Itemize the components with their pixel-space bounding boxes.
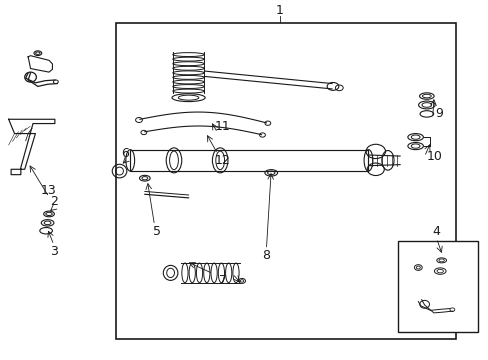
Text: 11: 11 bbox=[214, 120, 230, 133]
Bar bbox=[116, 23, 455, 339]
Text: 3: 3 bbox=[50, 245, 58, 258]
Text: 8: 8 bbox=[262, 248, 270, 261]
Text: 5: 5 bbox=[153, 225, 161, 238]
Text: 4: 4 bbox=[432, 225, 440, 238]
Text: 13: 13 bbox=[41, 184, 57, 197]
Text: 1: 1 bbox=[275, 4, 283, 17]
Text: 6: 6 bbox=[121, 147, 129, 160]
Text: 7: 7 bbox=[218, 274, 226, 287]
Text: 2: 2 bbox=[50, 195, 58, 208]
Bar bbox=[397, 241, 477, 332]
Bar bbox=[130, 150, 368, 171]
Text: 12: 12 bbox=[214, 154, 230, 167]
Text: 9: 9 bbox=[434, 107, 442, 120]
Text: 10: 10 bbox=[426, 150, 442, 163]
